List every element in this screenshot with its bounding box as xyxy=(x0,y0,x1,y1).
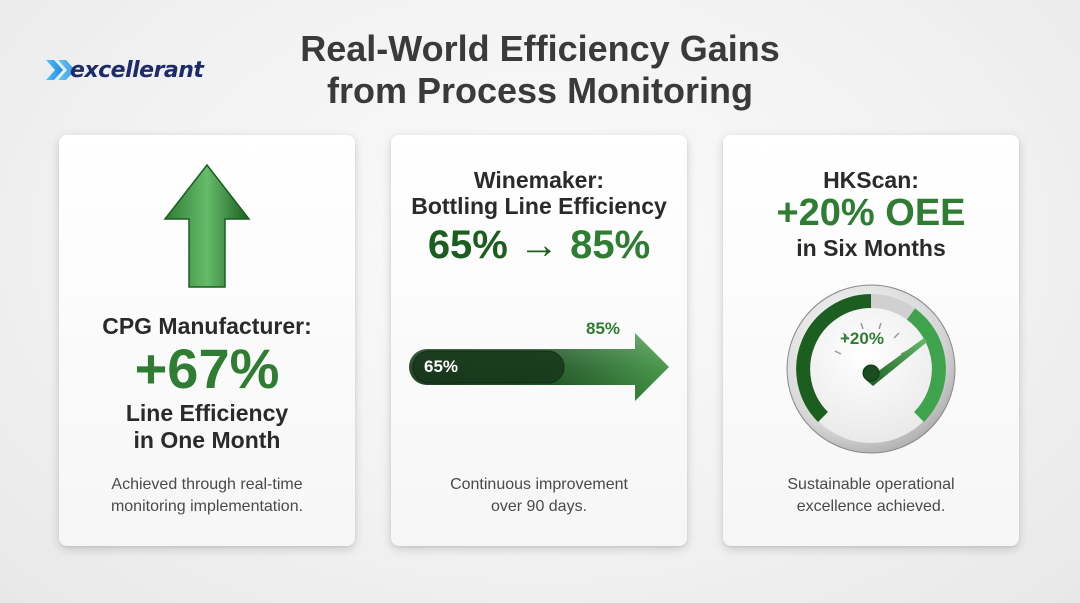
cpg-subtitle-line1: Line Efficiency xyxy=(125,400,289,426)
cpg-heading: CPG Manufacturer: xyxy=(102,313,312,339)
gauge-label: +20% xyxy=(840,329,884,348)
case-card-winemaker: Winemaker: Bottling Line Efficiency 65% … xyxy=(391,135,687,546)
bar-start-label: 65% xyxy=(424,357,459,376)
up-arrow-icon xyxy=(163,163,251,288)
cpg-subtitle-line2: in One Month xyxy=(133,427,281,453)
logo-text: excellerant xyxy=(70,57,204,83)
winemaker-desc-line1: Continuous improvement xyxy=(450,476,628,493)
chevron-arrows-icon xyxy=(46,60,75,80)
cpg-value: +67% xyxy=(134,337,280,400)
winemaker-value: 65% → 85% xyxy=(391,221,687,269)
case-card-cpg: CPG Manufacturer: +67% Line Efficiency i… xyxy=(59,135,355,546)
bar-end-label: 85% xyxy=(586,319,621,338)
cpg-desc-line2: monitoring implementation. xyxy=(110,498,304,515)
hkscan-heading: HKScan: xyxy=(823,167,919,193)
page-title-line2: from Process Monitoring xyxy=(326,70,754,111)
winemaker-heading-line1: Winemaker: xyxy=(473,167,605,193)
gauge-icon xyxy=(786,284,956,454)
page-title: Real-World Efficiency Gains from Process… xyxy=(200,28,880,112)
winemaker-heading-line2: Bottling Line Efficiency xyxy=(411,193,667,219)
hkscan-subtitle: in Six Months xyxy=(796,235,946,261)
case-card-hkscan: HKScan: +20% OEE in Six Months xyxy=(723,135,1019,546)
hkscan-desc-line1: Sustainable operational xyxy=(787,476,955,493)
winemaker-desc-line2: over 90 days. xyxy=(490,498,588,515)
page-title-line1: Real-World Efficiency Gains xyxy=(300,28,780,69)
logo: excellerant xyxy=(44,56,204,84)
winemaker-value-arrow: → xyxy=(519,223,559,267)
hkscan-value: +20% OEE xyxy=(776,192,966,234)
winemaker-value-from: 65% xyxy=(427,223,508,267)
progress-arrow-icon xyxy=(409,333,669,401)
hkscan-desc-line2: excellence achieved. xyxy=(796,498,946,515)
winemaker-value-to: 85% xyxy=(570,223,651,267)
cpg-desc-line1: Achieved through real-time xyxy=(111,476,303,493)
